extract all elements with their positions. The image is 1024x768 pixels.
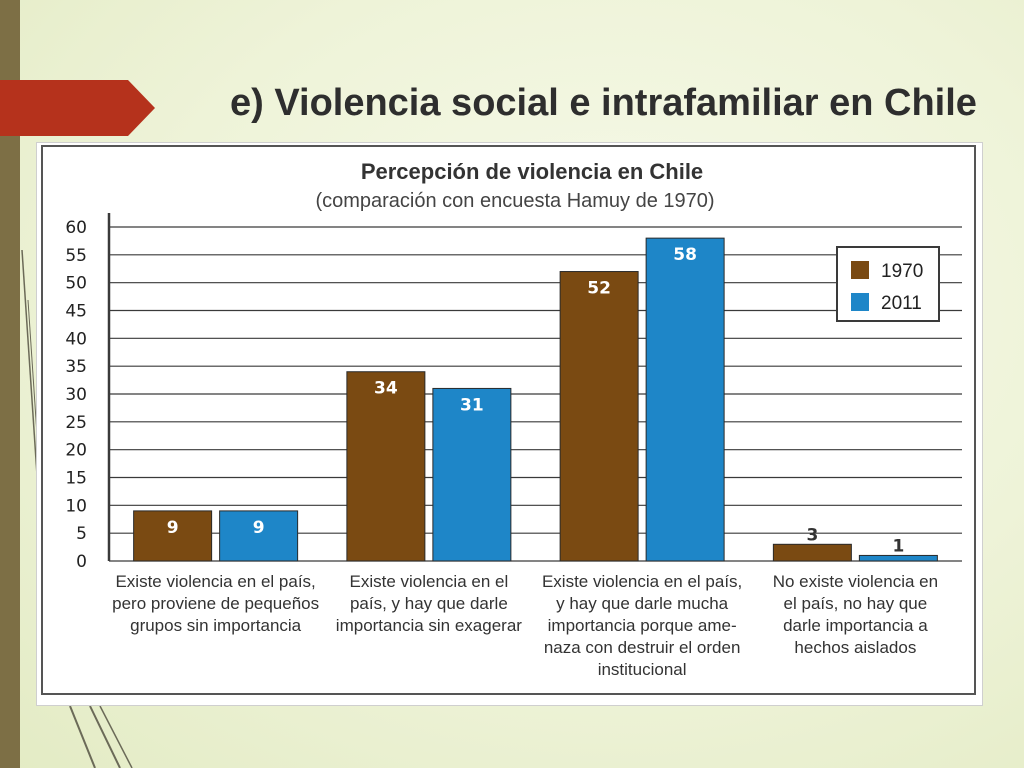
chart-subtitle: (comparación con encuesta Hamuy de 1970) bbox=[315, 190, 714, 212]
bar-chart: Percepción de violencia en Chile (compara… bbox=[65, 159, 962, 679]
y-tick-label: 25 bbox=[65, 413, 87, 433]
category-label: Existe violencia en el país, bbox=[115, 572, 315, 591]
bar bbox=[559, 271, 639, 562]
category-label: Existe violencia en el bbox=[349, 572, 508, 591]
category-label: naza con destruir el orden bbox=[544, 638, 741, 657]
title-arrow-tab bbox=[0, 80, 155, 136]
y-tick-label: 40 bbox=[65, 329, 87, 349]
chart-frame bbox=[41, 145, 976, 695]
data-label: 1 bbox=[892, 536, 904, 556]
data-label: 9 bbox=[253, 518, 265, 538]
y-tick-label: 60 bbox=[65, 218, 87, 238]
y-tick-label: 35 bbox=[65, 357, 87, 377]
data-label: 58 bbox=[673, 245, 697, 265]
y-tick-label: 55 bbox=[65, 246, 87, 266]
y-tick-label: 0 bbox=[76, 552, 87, 572]
slide-title: e) Violencia social e intrafamiliar en C… bbox=[230, 82, 977, 124]
data-label: 31 bbox=[460, 395, 484, 415]
bar bbox=[772, 543, 852, 562]
category-label: el país, no hay que bbox=[784, 594, 928, 613]
bar bbox=[645, 237, 725, 562]
bar bbox=[346, 371, 426, 562]
y-tick-label: 20 bbox=[65, 441, 87, 461]
category-label: Existe violencia en el país, bbox=[542, 572, 742, 591]
y-tick-label: 10 bbox=[65, 496, 87, 516]
data-label: 9 bbox=[167, 518, 179, 538]
y-tick-label: 5 bbox=[76, 524, 87, 544]
category-label: institucional bbox=[598, 660, 687, 679]
category-label: pero proviene de pequeños bbox=[112, 594, 319, 613]
legend-label: 2011 bbox=[881, 293, 922, 314]
data-label: 52 bbox=[587, 279, 611, 299]
category-label: darle importancia a bbox=[783, 616, 928, 635]
legend-swatch bbox=[851, 261, 869, 279]
chart-title: Percepción de violencia en Chile bbox=[361, 159, 703, 184]
category-label: país, y hay que darle bbox=[350, 594, 508, 613]
y-tick-label: 30 bbox=[65, 385, 87, 405]
bar bbox=[219, 510, 299, 562]
category-label: importancia sin exagerar bbox=[336, 616, 522, 635]
category-label: hechos aislados bbox=[794, 638, 916, 657]
bar bbox=[858, 554, 938, 562]
legend-label: 1970 bbox=[881, 261, 923, 282]
y-tick-label: 50 bbox=[65, 274, 87, 294]
category-label: No existe violencia en bbox=[773, 572, 938, 591]
legend-swatch bbox=[851, 293, 869, 311]
y-tick-label: 15 bbox=[65, 469, 87, 489]
bar bbox=[133, 510, 213, 562]
data-label: 3 bbox=[806, 525, 818, 545]
data-label: 34 bbox=[374, 379, 398, 399]
category-label: grupos sin importancia bbox=[130, 616, 302, 635]
y-tick-label: 45 bbox=[65, 302, 87, 322]
category-label: importancia porque ame- bbox=[548, 616, 737, 635]
sidebar-accent-bar bbox=[0, 0, 20, 768]
category-label: y hay que darle mucha bbox=[556, 594, 729, 613]
bar bbox=[432, 387, 512, 562]
chart-panel: Percepción de violencia en Chile (compara… bbox=[36, 142, 983, 706]
